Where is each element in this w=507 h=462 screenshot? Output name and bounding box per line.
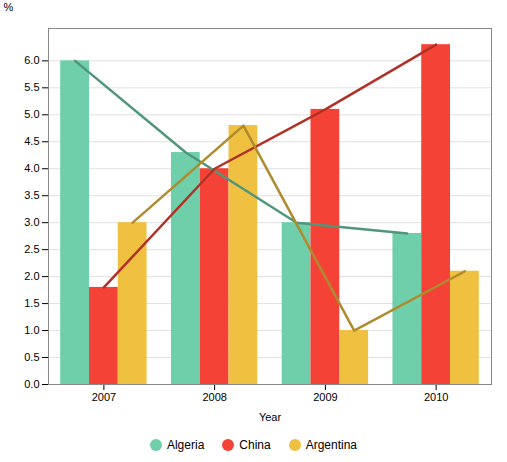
svg-text:2.5: 2.5: [24, 243, 39, 255]
svg-text:5.5: 5.5: [24, 81, 39, 93]
svg-text:3.5: 3.5: [24, 189, 39, 201]
svg-text:3.0: 3.0: [24, 216, 39, 228]
html-text:Argentina: Argentina: [305, 438, 357, 452]
svg-text:2007: 2007: [92, 391, 116, 403]
svg-text:1.5: 1.5: [24, 297, 39, 309]
svg-text:Year: Year: [259, 411, 282, 423]
svg-text:2010: 2010: [424, 391, 448, 403]
svg-text:4.0: 4.0: [24, 162, 39, 174]
svg-text:0.5: 0.5: [24, 351, 39, 363]
svg-text:2.0: 2.0: [24, 270, 39, 282]
svg-text:%: %: [4, 1, 14, 13]
svg-text:5.0: 5.0: [24, 108, 39, 120]
svg-text:4.5: 4.5: [24, 135, 39, 147]
svg-text:1.0: 1.0: [24, 324, 39, 336]
svg-text:6.0: 6.0: [24, 54, 39, 66]
svg-text:2009: 2009: [313, 391, 337, 403]
html-text:China: China: [239, 438, 271, 452]
svg-text:2008: 2008: [202, 391, 226, 403]
html-text:Algeria: Algeria: [167, 438, 205, 452]
svg-text:0.0: 0.0: [24, 378, 39, 390]
